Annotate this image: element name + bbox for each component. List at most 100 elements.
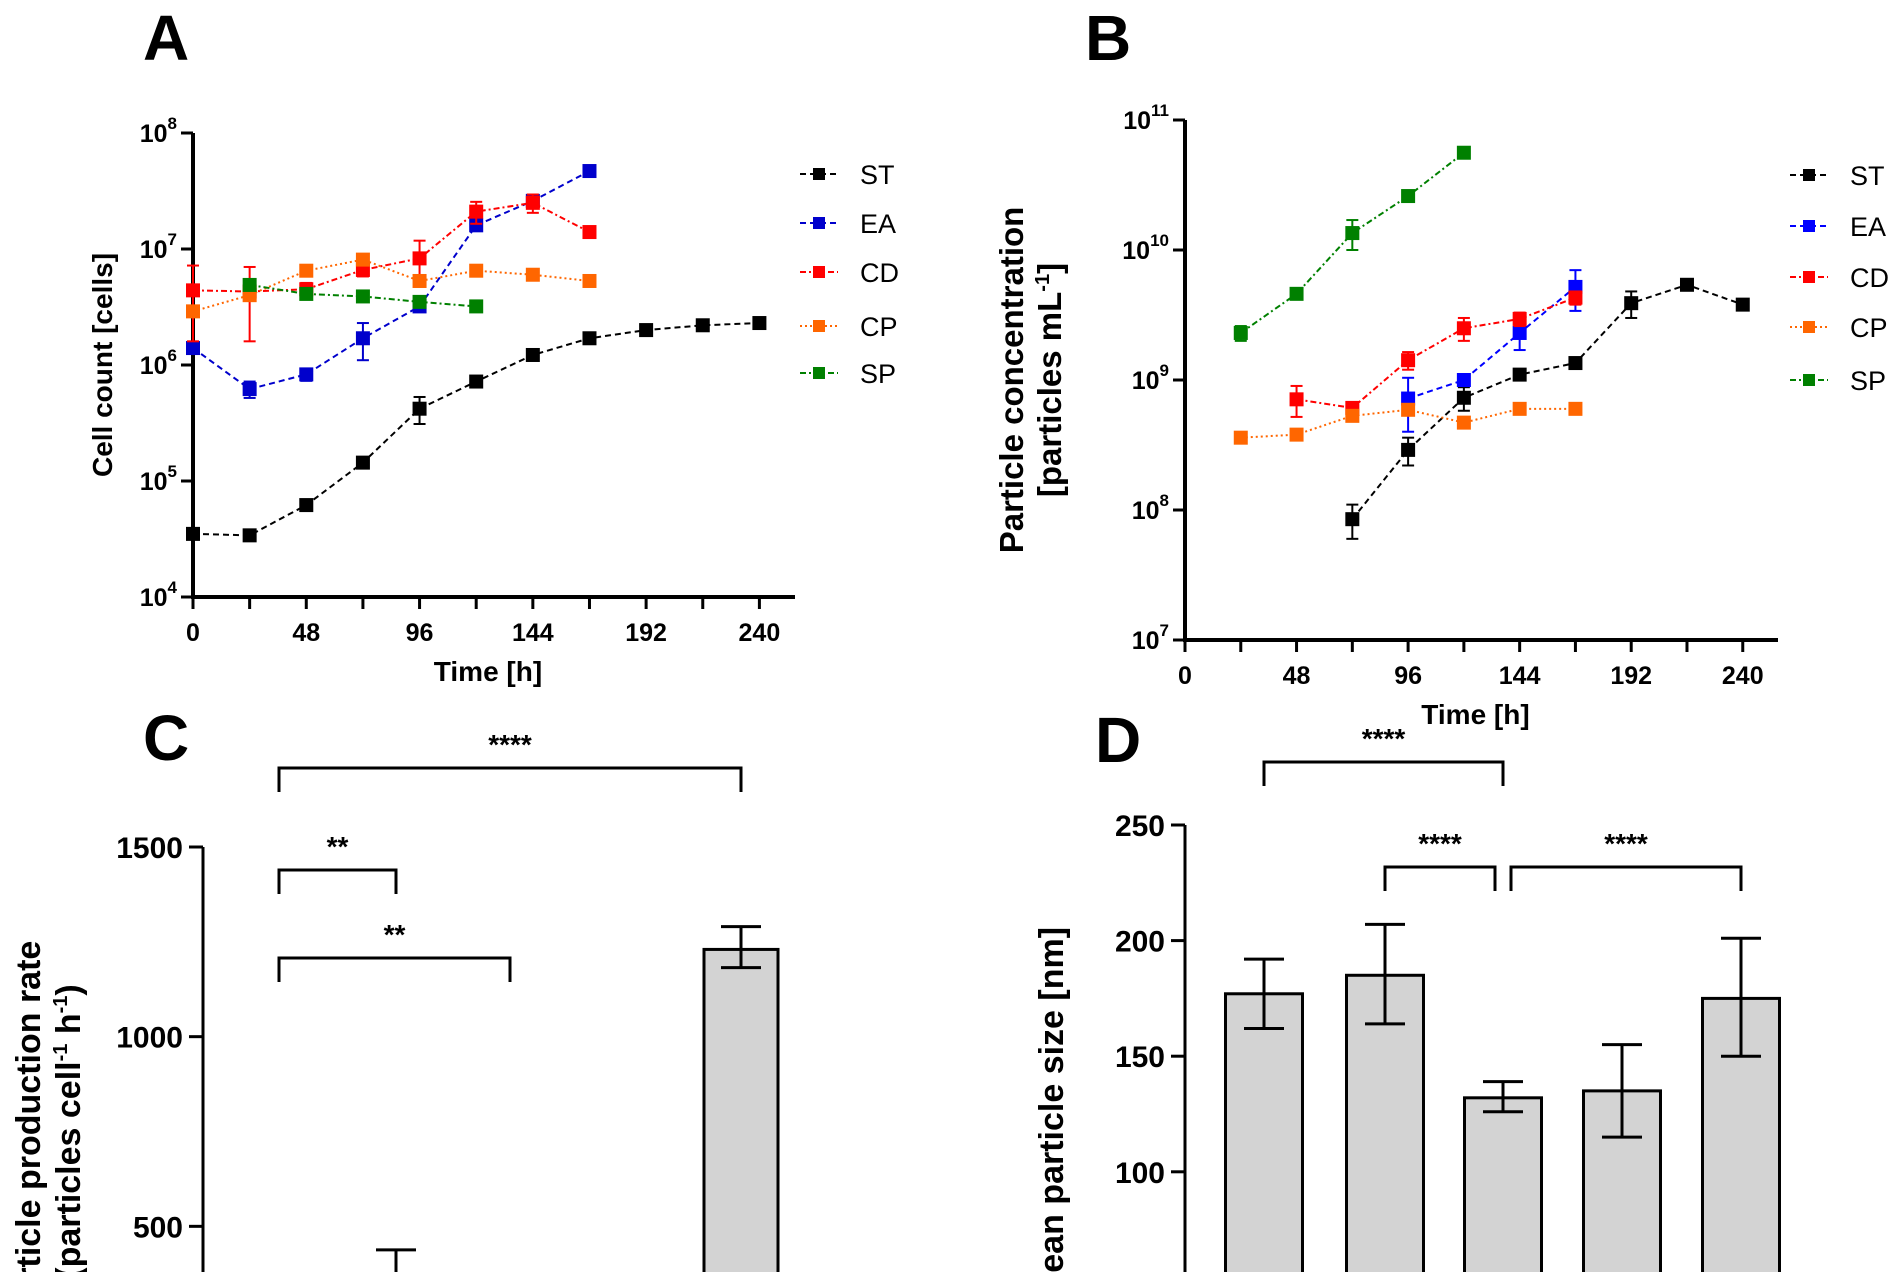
series-line [1407, 286, 1577, 400]
data-point [1624, 296, 1639, 311]
x-tick-label: 192 [1610, 662, 1652, 690]
legend-label: CP [1850, 313, 1888, 343]
legend-marker [1803, 169, 1815, 181]
series-sp [1233, 145, 1471, 342]
legend-label: EA [1850, 212, 1886, 242]
x-tick-label: 96 [1394, 662, 1422, 690]
data-point [1345, 408, 1360, 423]
bar [1463, 1096, 1543, 1272]
legend-marker [813, 320, 825, 332]
data-point [1289, 392, 1304, 407]
data-point [639, 323, 654, 338]
legend-item-cd: CD [800, 258, 899, 288]
bar-group-st [1224, 957, 1304, 1272]
series-line [192, 201, 590, 293]
data-point [752, 316, 767, 331]
x-tick-label: 48 [292, 619, 320, 647]
legend-marker [813, 367, 825, 379]
series-cp [186, 252, 597, 319]
significance-label: ** [327, 831, 349, 862]
bar [702, 947, 780, 1272]
data-point [1512, 367, 1527, 382]
legend-label: SP [860, 359, 896, 389]
data-point [299, 263, 314, 278]
x-tick-label: 240 [739, 619, 781, 647]
data-point [1735, 297, 1750, 312]
data-point [1401, 402, 1416, 417]
significance-label: **** [1604, 828, 1648, 859]
data-point [1456, 373, 1471, 387]
series-line [192, 322, 760, 537]
legend-item-cd: CD [1790, 263, 1889, 293]
data-point [1456, 321, 1471, 336]
legend-item-sp: SP [800, 359, 896, 389]
y-axis-title-line1: Particle concentration [993, 207, 1030, 554]
x-axis-title: Time [h] [1421, 699, 1529, 730]
data-point [1568, 290, 1583, 305]
legend-item-ea: EA [800, 209, 896, 239]
x-tick-label: 144 [1499, 662, 1541, 690]
x-axis-title: Time [h] [434, 656, 542, 687]
data-point [242, 382, 257, 397]
y-tick-label: 105 [140, 462, 177, 496]
data-point [186, 341, 200, 356]
x-tick-label: 192 [625, 619, 667, 647]
series-sp [242, 277, 484, 314]
legend-marker [813, 217, 825, 229]
legend-item-st: ST [800, 160, 895, 190]
legend-item-st: ST [1790, 161, 1885, 191]
data-point [1679, 277, 1694, 292]
data-point [525, 267, 540, 282]
data-point [412, 294, 427, 309]
legend-label: CD [1850, 263, 1889, 293]
data-point [469, 218, 484, 233]
y-tick-label: 200 [1115, 926, 1165, 959]
significance-label: **** [1418, 828, 1462, 859]
data-point [1401, 442, 1416, 457]
data-point [1512, 311, 1527, 326]
panel-b-particle-concentration-chart: B 107 108 109 1010 1011 0 48 96 144 192 240 Time [h]… [993, 2, 1889, 730]
y-tick-label: 109 [1132, 361, 1169, 395]
data-point [582, 164, 597, 179]
data-point [1233, 430, 1248, 445]
bar-group-sp [702, 925, 780, 1272]
data-point [525, 347, 540, 362]
series-st [1345, 277, 1750, 540]
data-point [469, 374, 484, 389]
data-point [1401, 391, 1416, 406]
y-tick-label: 1010 [1122, 231, 1169, 265]
data-point [1568, 401, 1583, 416]
data-point [355, 331, 370, 346]
series-line [1296, 296, 1576, 409]
bar-group-ea [1345, 922, 1425, 1272]
data-point [582, 331, 597, 346]
data-point [582, 273, 597, 288]
data-point [469, 263, 484, 278]
legend-item-ea: EA [1790, 212, 1886, 242]
significance-bracket: **** [1383, 828, 1497, 891]
data-point [1568, 356, 1583, 371]
legend-item-cp: CP [800, 312, 898, 342]
bar-group-sp [1701, 936, 1781, 1272]
x-tick-label: 48 [1283, 662, 1311, 690]
y-tick-label: 1000 [116, 1022, 183, 1055]
x-tick-label: 0 [186, 619, 200, 647]
significance-label: **** [488, 729, 532, 760]
data-point [1345, 226, 1360, 241]
panel-a-cell-count-chart: A 104 105 106 107 108 0 48 96 144 192 240 Time [h] Ce… [87, 2, 899, 687]
data-point [186, 526, 200, 541]
y-tick-label: 150 [1115, 1041, 1165, 1074]
bar [1224, 992, 1304, 1272]
x-tick-label: 96 [406, 619, 434, 647]
x-tick-label: 0 [1178, 662, 1192, 690]
y-tick-label: 108 [140, 114, 177, 148]
y-axis-title: Cell count [cells] [87, 253, 118, 477]
data-point [1401, 189, 1416, 204]
data-point [412, 273, 427, 288]
y-tick-label: 1011 [1123, 101, 1169, 135]
significance-label: **** [1362, 723, 1406, 754]
bracket-line [1383, 865, 1497, 891]
panel-letter: C [143, 702, 189, 774]
legend-label: ST [860, 160, 895, 190]
bracket-line [277, 766, 743, 792]
